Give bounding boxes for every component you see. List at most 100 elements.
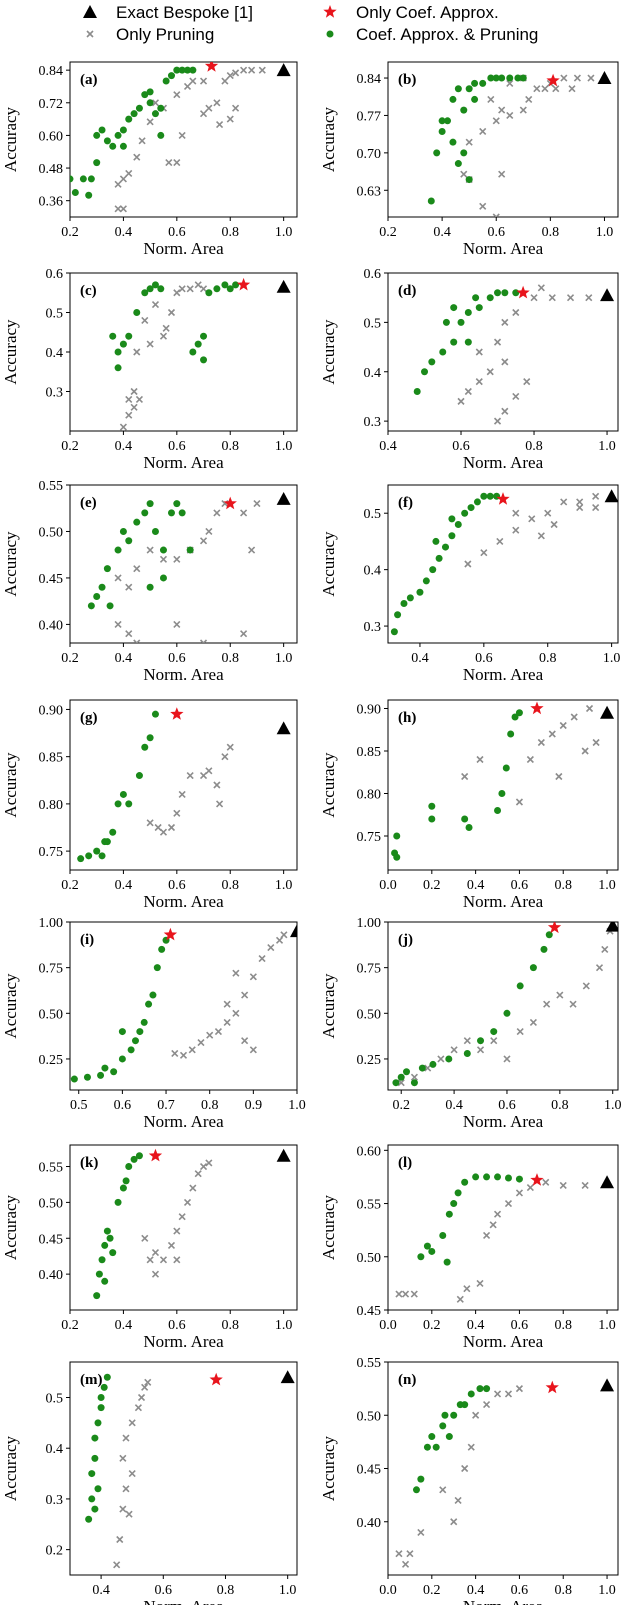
coef-pruning-point (100, 1383, 108, 1391)
pruning-point (501, 358, 509, 366)
pruning-point (173, 555, 181, 563)
pruning-point (258, 954, 266, 963)
pruning-point (475, 348, 483, 356)
x-tick-label: 0.6 (511, 1318, 529, 1333)
coef-pruning-point (432, 1443, 440, 1451)
coef-pruning-point (159, 546, 167, 554)
x-tick-label: 0.2 (61, 1318, 79, 1333)
y-tick-label: 0.80 (357, 788, 382, 803)
y-tick-label: 0.2 (46, 1544, 64, 1559)
pruning-point (496, 537, 504, 545)
pruning-point (493, 1390, 502, 1398)
x-tick-label: 0.8 (554, 1583, 572, 1598)
pruning-point (226, 743, 234, 751)
x-tick-label: 0.6 (511, 878, 529, 893)
coef-only-point (170, 707, 184, 720)
plot-frame (69, 1144, 298, 1311)
scatter-panel-a: 0.2 0.4 0.6 0.8 1.0 0.36 0.48 0.60 0.72 0.84 Norm.… (1, 61, 298, 258)
coef-pruning-point (125, 1163, 133, 1171)
scatter-panel-b: 0.2 0.4 0.6 0.8 1.0 0.63 0.70 0.77 0.84 Norm. Are… (319, 61, 619, 258)
pruning-point (134, 1404, 142, 1412)
pruning-point (232, 104, 240, 112)
pruning-point (504, 1390, 513, 1398)
pruning-point (125, 1510, 133, 1518)
y-axis-label: Accuracy (319, 319, 338, 385)
coef-pruning-point (127, 1046, 135, 1054)
coef-pruning-point (506, 74, 514, 82)
legend: Exact Bespoke [1] Only Coef. Approx. Only … (83, 3, 538, 44)
coef-pruning-point (413, 388, 421, 395)
exact-bespoke-point (280, 1370, 295, 1384)
coef-pruning-point (476, 1385, 484, 1393)
coef-pruning-point (471, 79, 479, 87)
x-tick-label: 0.4 (379, 439, 397, 454)
scatter-panel-i: 0.5 0.6 0.7 0.8 0.9 1.0 0.25 0.50 0.75 1.00 Norm. … (1, 916, 306, 1131)
coef-pruning-point (429, 566, 437, 574)
coef-pruning-point (221, 281, 229, 289)
coef-pruning-point (461, 1401, 469, 1409)
y-tick-label: 0.36 (39, 195, 64, 210)
coef-pruning-point (106, 602, 114, 610)
coef-pruning-point (450, 338, 458, 346)
pruning-point (537, 532, 545, 540)
pruning-point (542, 1178, 550, 1186)
coef-pruning-point (483, 1385, 491, 1393)
coef-pruning-point (87, 602, 95, 610)
pruning-point (548, 730, 556, 738)
x-tick-label: 0.6 (487, 225, 505, 240)
panel-label: (e) (80, 495, 97, 511)
x-tick-label: 0.4 (92, 1583, 110, 1598)
coef-pruning-point (490, 1028, 498, 1036)
x-tick-label: 0.5 (70, 1098, 88, 1113)
plot-frame (69, 484, 298, 644)
coef-pruning-point (406, 594, 414, 602)
pruning-point (188, 1046, 196, 1054)
plot-frame (387, 1144, 619, 1311)
y-tick-label: 0.45 (357, 1463, 382, 1478)
coef-pruning-point (460, 149, 468, 157)
coef-pruning-point (79, 175, 87, 183)
coef-pruning-point (428, 358, 436, 366)
pruning-point (395, 1550, 403, 1558)
coef-pruning-point (467, 1390, 475, 1398)
y-tick-label: 0.55 (357, 1198, 382, 1213)
y-tick-label: 0.50 (357, 1251, 382, 1266)
pruning-point (498, 106, 506, 114)
x-tick-label: 0.7 (157, 1098, 175, 1113)
coef-pruning-point (417, 1253, 425, 1261)
pruning-point (114, 620, 122, 628)
coef-pruning-point (88, 1495, 96, 1503)
plot-frame (69, 1361, 298, 1576)
y-tick-label: 1.00 (39, 916, 64, 931)
coef-pruning-point (114, 348, 122, 356)
coef-pruning-point (93, 159, 101, 167)
coef-pruning-point (70, 1075, 78, 1083)
y-tick-label: 0.75 (39, 962, 64, 977)
y-tick-label: 0.84 (357, 72, 382, 87)
coef-pruning-point (511, 713, 519, 721)
plot-frame (69, 699, 298, 871)
pruning-point (194, 1170, 202, 1178)
coef-pruning-point (98, 852, 106, 860)
y-tick-label: 0.84 (39, 64, 64, 79)
coef-pruning-point (438, 127, 446, 135)
pruning-point (492, 213, 500, 217)
pruning-point (585, 704, 594, 713)
coef-pruning-point (442, 318, 450, 326)
pruning-point (476, 755, 484, 764)
coef-pruning-point (226, 285, 234, 293)
pruning-point (512, 392, 520, 401)
pruning-point (199, 537, 208, 545)
exact-bespoke-point (597, 71, 612, 84)
x-tick-label: 0.2 (423, 878, 441, 893)
data-points (70, 62, 291, 213)
x-tick-label: 0.4 (467, 1318, 485, 1333)
pruning-point (479, 127, 487, 136)
coef-pruning-point (442, 543, 449, 551)
x-tick-label: 0.8 (221, 878, 239, 893)
coef-only-point (236, 277, 251, 291)
plot-frame (387, 61, 619, 218)
plot-frame (387, 1361, 619, 1576)
pruning-point (138, 137, 146, 145)
pruning-point (167, 1241, 176, 1250)
